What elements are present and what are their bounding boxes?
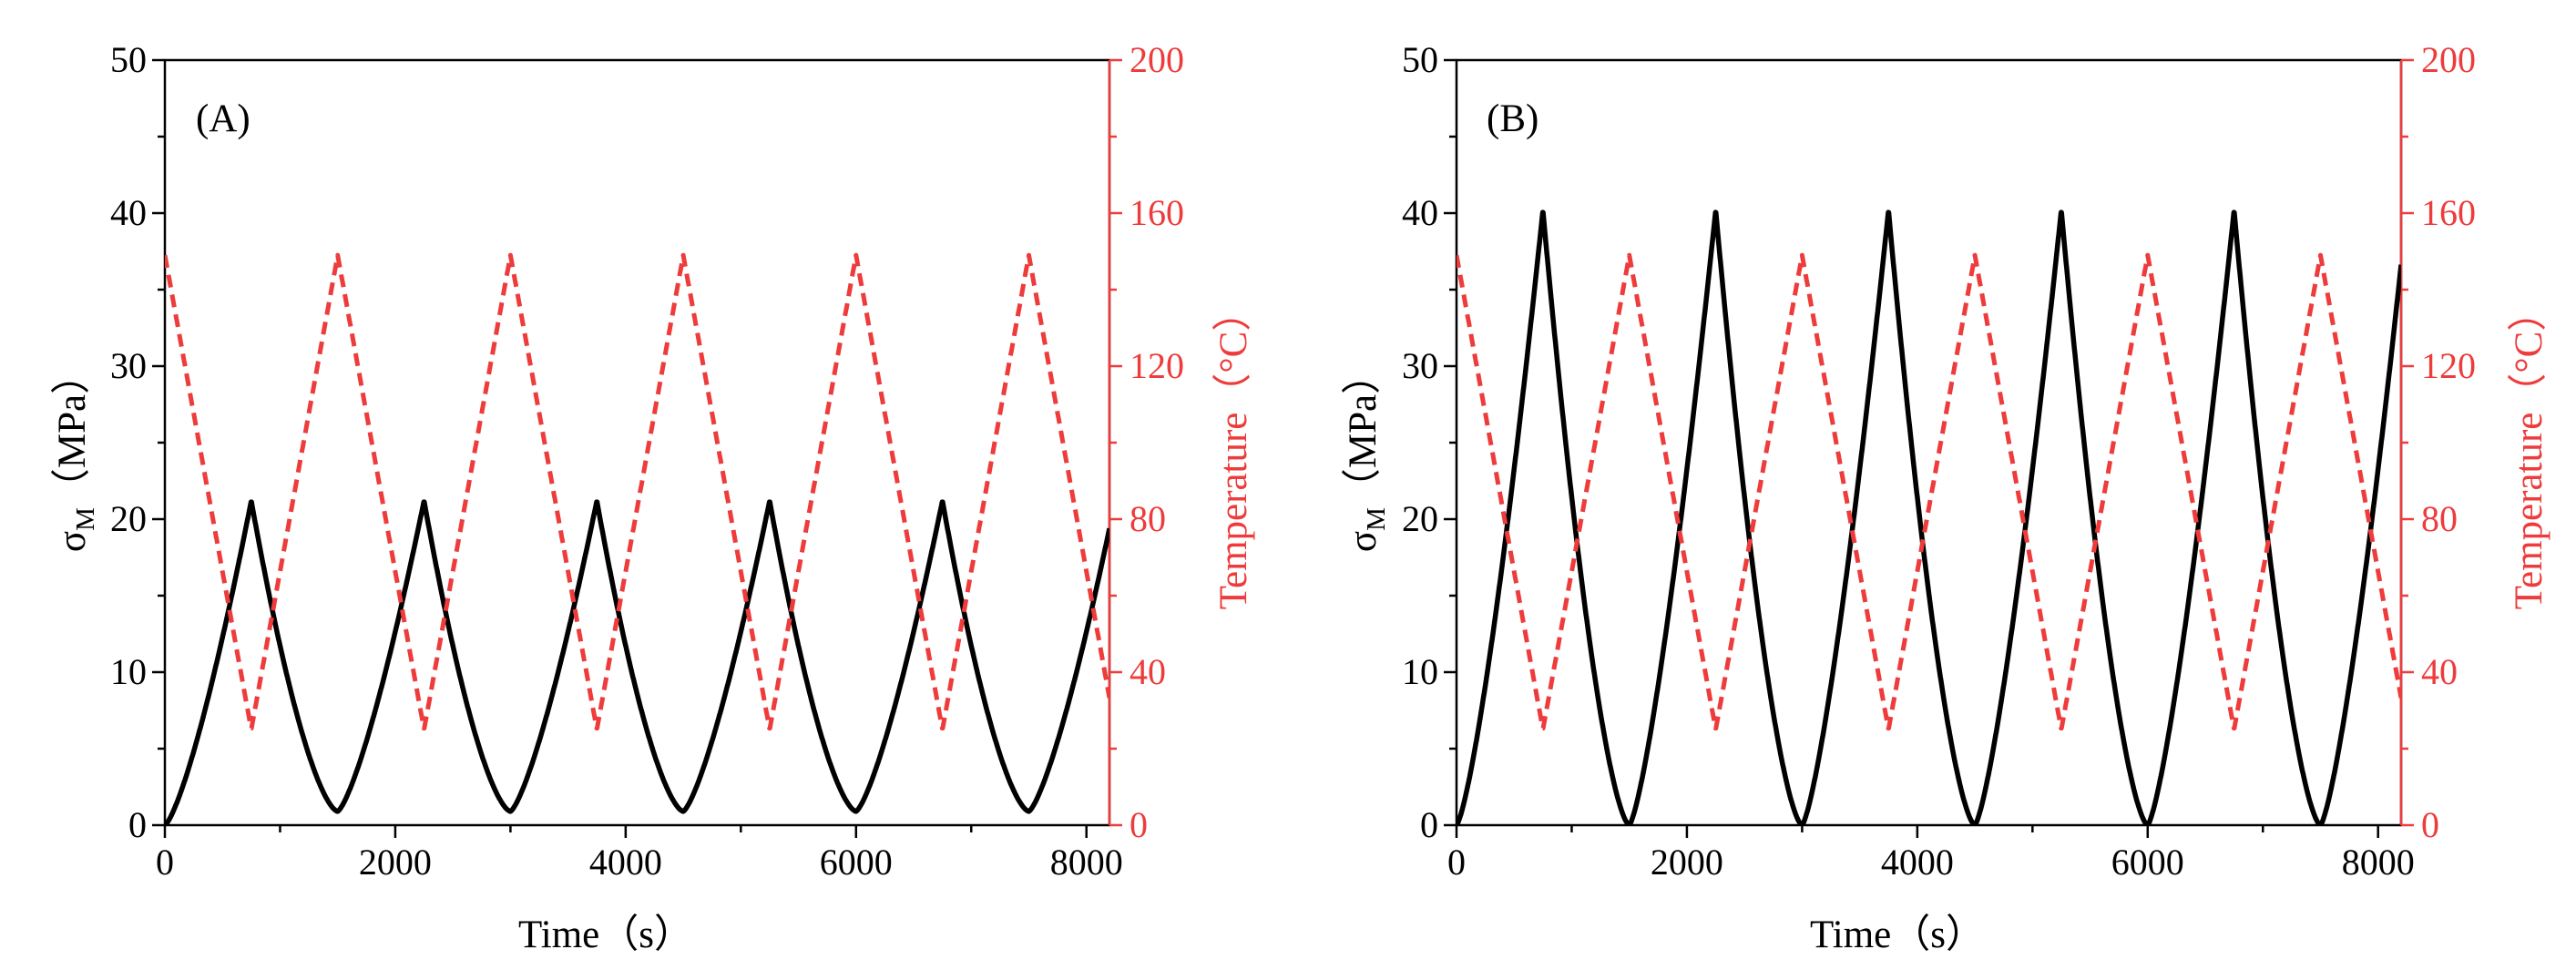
y-tick-label: 40 — [1402, 192, 1438, 233]
temperature-series-line — [165, 252, 1109, 731]
x-tick-label: 4000 — [1881, 842, 1954, 883]
y-tick-label: 30 — [1402, 345, 1438, 386]
temperature-series-line — [1457, 252, 2401, 731]
y2-axis-title: Temperature（°C） — [2508, 292, 2550, 610]
x-tick-label: 8000 — [2342, 842, 2415, 883]
x-tick-label: 4000 — [589, 842, 662, 883]
y2-tick-label: 160 — [2421, 192, 2476, 233]
y2-tick-label: 200 — [2421, 39, 2476, 80]
y-axis-title-main: σ — [1342, 531, 1385, 552]
y-tick-label: 10 — [1402, 651, 1438, 692]
y2-tick-label: 120 — [1130, 345, 1184, 386]
y-tick-label: 20 — [110, 498, 147, 539]
y-tick-label: 0 — [1420, 804, 1438, 845]
y-axis-title-subscript: M — [1362, 507, 1391, 531]
y-axis-title-main: σ — [51, 531, 94, 552]
y-tick-label: 30 — [110, 345, 147, 386]
y-tick-label: 0 — [128, 804, 147, 845]
panel-label: (A) — [196, 97, 250, 140]
y-tick-label: 50 — [110, 39, 147, 80]
y2-tick-label: 160 — [1130, 192, 1184, 233]
y2-tick-label: 120 — [2421, 345, 2476, 386]
y-tick-label: 10 — [110, 651, 147, 692]
y-axis-title-unit: （MPa） — [1342, 355, 1385, 507]
x-tick-label: 8000 — [1050, 842, 1123, 883]
y-axis-title-subscript: M — [71, 507, 100, 531]
y2-tick-label: 80 — [2421, 498, 2458, 539]
y-tick-label: 50 — [1402, 39, 1438, 80]
panel-label: (B) — [1487, 97, 1538, 140]
y2-tick-label: 0 — [2421, 804, 2439, 845]
x-tick-label: 6000 — [820, 842, 893, 883]
stress-series-line — [165, 499, 1109, 825]
stress-series-line — [1457, 209, 2401, 825]
y2-tick-label: 200 — [1130, 39, 1184, 80]
y2-tick-label: 80 — [1130, 498, 1166, 539]
y-axis-title: σM（MPa） — [51, 355, 100, 552]
y2-tick-label: 40 — [2421, 651, 2458, 692]
y-axis-title-unit: （MPa） — [51, 355, 94, 507]
y2-tick-label: 0 — [1130, 804, 1148, 845]
x-axis-title: Time（s） — [518, 914, 693, 956]
x-tick-label: 0 — [156, 842, 174, 883]
y2-axis-title: Temperature（°C） — [1212, 292, 1255, 610]
y-tick-label: 20 — [1402, 498, 1438, 539]
y-tick-label: 40 — [110, 192, 147, 233]
plot-frame — [163, 58, 1111, 827]
y-axis-title: σM（MPa） — [1342, 355, 1391, 552]
panel-b: (B) Time（s） σM（MPa） Temperature（°C） 0 200… — [1342, 39, 2550, 956]
x-axis-title: Time（s） — [1810, 914, 1985, 956]
y2-tick-label: 40 — [1130, 651, 1166, 692]
x-tick-label: 2000 — [1651, 842, 1723, 883]
x-tick-label: 6000 — [2111, 842, 2184, 883]
x-tick-label: 2000 — [359, 842, 432, 883]
panel-a: (A) Time（s） σM（MPa） Temperature（°C） 0 200… — [51, 39, 1255, 956]
x-tick-label: 0 — [1447, 842, 1466, 883]
